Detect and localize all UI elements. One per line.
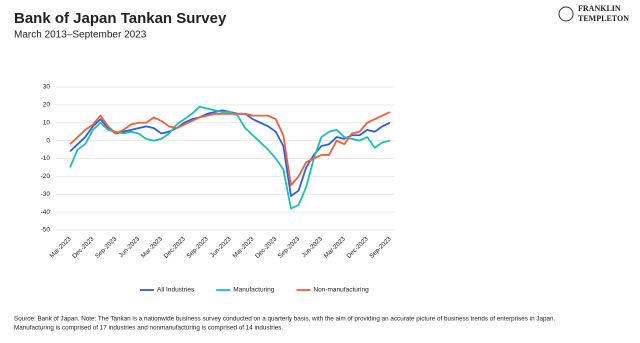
x-tick-label: Mar-2023	[323, 235, 347, 259]
series-line	[69, 109, 391, 197]
x-tick-label: Dec-2023	[345, 235, 370, 260]
legend-label: Manufacturing	[233, 287, 275, 294]
x-tick-label: Sep-2023	[94, 235, 119, 260]
logo-text: TEMPLETON	[578, 14, 629, 23]
y-tick-label: -10	[41, 155, 51, 162]
x-tick-label: Mar-2023	[49, 235, 73, 259]
series-line	[69, 111, 391, 187]
chart-subtitle: March 2013–September 2023	[14, 30, 147, 41]
logo-mark	[558, 6, 574, 22]
y-tick-label: 20	[43, 102, 51, 109]
x-tick-label: Dec-2023	[163, 235, 188, 260]
x-tick-label: Sep-2023	[368, 235, 393, 260]
logo-text: FRANKLIN	[578, 4, 621, 13]
x-tick-label: Jun-2023	[301, 235, 325, 259]
x-tick-label: Jun-2023	[118, 235, 142, 259]
series-line	[69, 105, 391, 210]
x-tick-label: Mar-2023	[231, 235, 255, 259]
footnote: Source: Bank of Japan. Note: The Tankan …	[14, 316, 556, 323]
x-tick-label: Dec-2023	[254, 235, 279, 260]
footnote: Manufacturing is comprised of 17 industr…	[14, 325, 283, 332]
x-tick-label: Mar-2023	[140, 235, 164, 259]
y-tick-label: 10	[43, 119, 51, 126]
x-tick-label: Jun-2023	[209, 235, 233, 259]
y-tick-label: 0	[46, 137, 50, 144]
legend-label: All Industries	[157, 287, 195, 294]
y-tick-label: -20	[41, 173, 51, 180]
x-tick-label: Dec-2023	[71, 235, 96, 260]
x-tick-label: Sep-2023	[277, 235, 302, 260]
y-tick-label: 30	[43, 84, 51, 91]
x-tick-label: Sep-2023	[185, 235, 210, 260]
legend-label: Non-manufacturing	[313, 287, 369, 294]
y-tick-label: -40	[41, 209, 51, 216]
y-tick-label: -50	[41, 227, 51, 234]
chart-title: Bank of Japan Tankan Survey	[14, 10, 227, 27]
y-tick-label: -30	[41, 191, 51, 198]
